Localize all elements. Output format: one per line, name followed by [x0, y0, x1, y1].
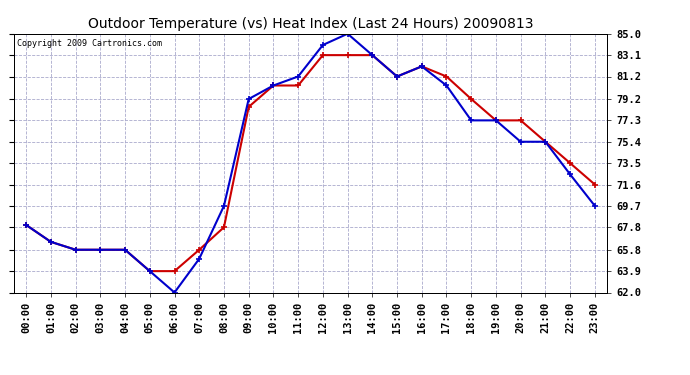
Text: Copyright 2009 Cartronics.com: Copyright 2009 Cartronics.com — [17, 39, 161, 48]
Title: Outdoor Temperature (vs) Heat Index (Last 24 Hours) 20090813: Outdoor Temperature (vs) Heat Index (Las… — [88, 17, 533, 31]
